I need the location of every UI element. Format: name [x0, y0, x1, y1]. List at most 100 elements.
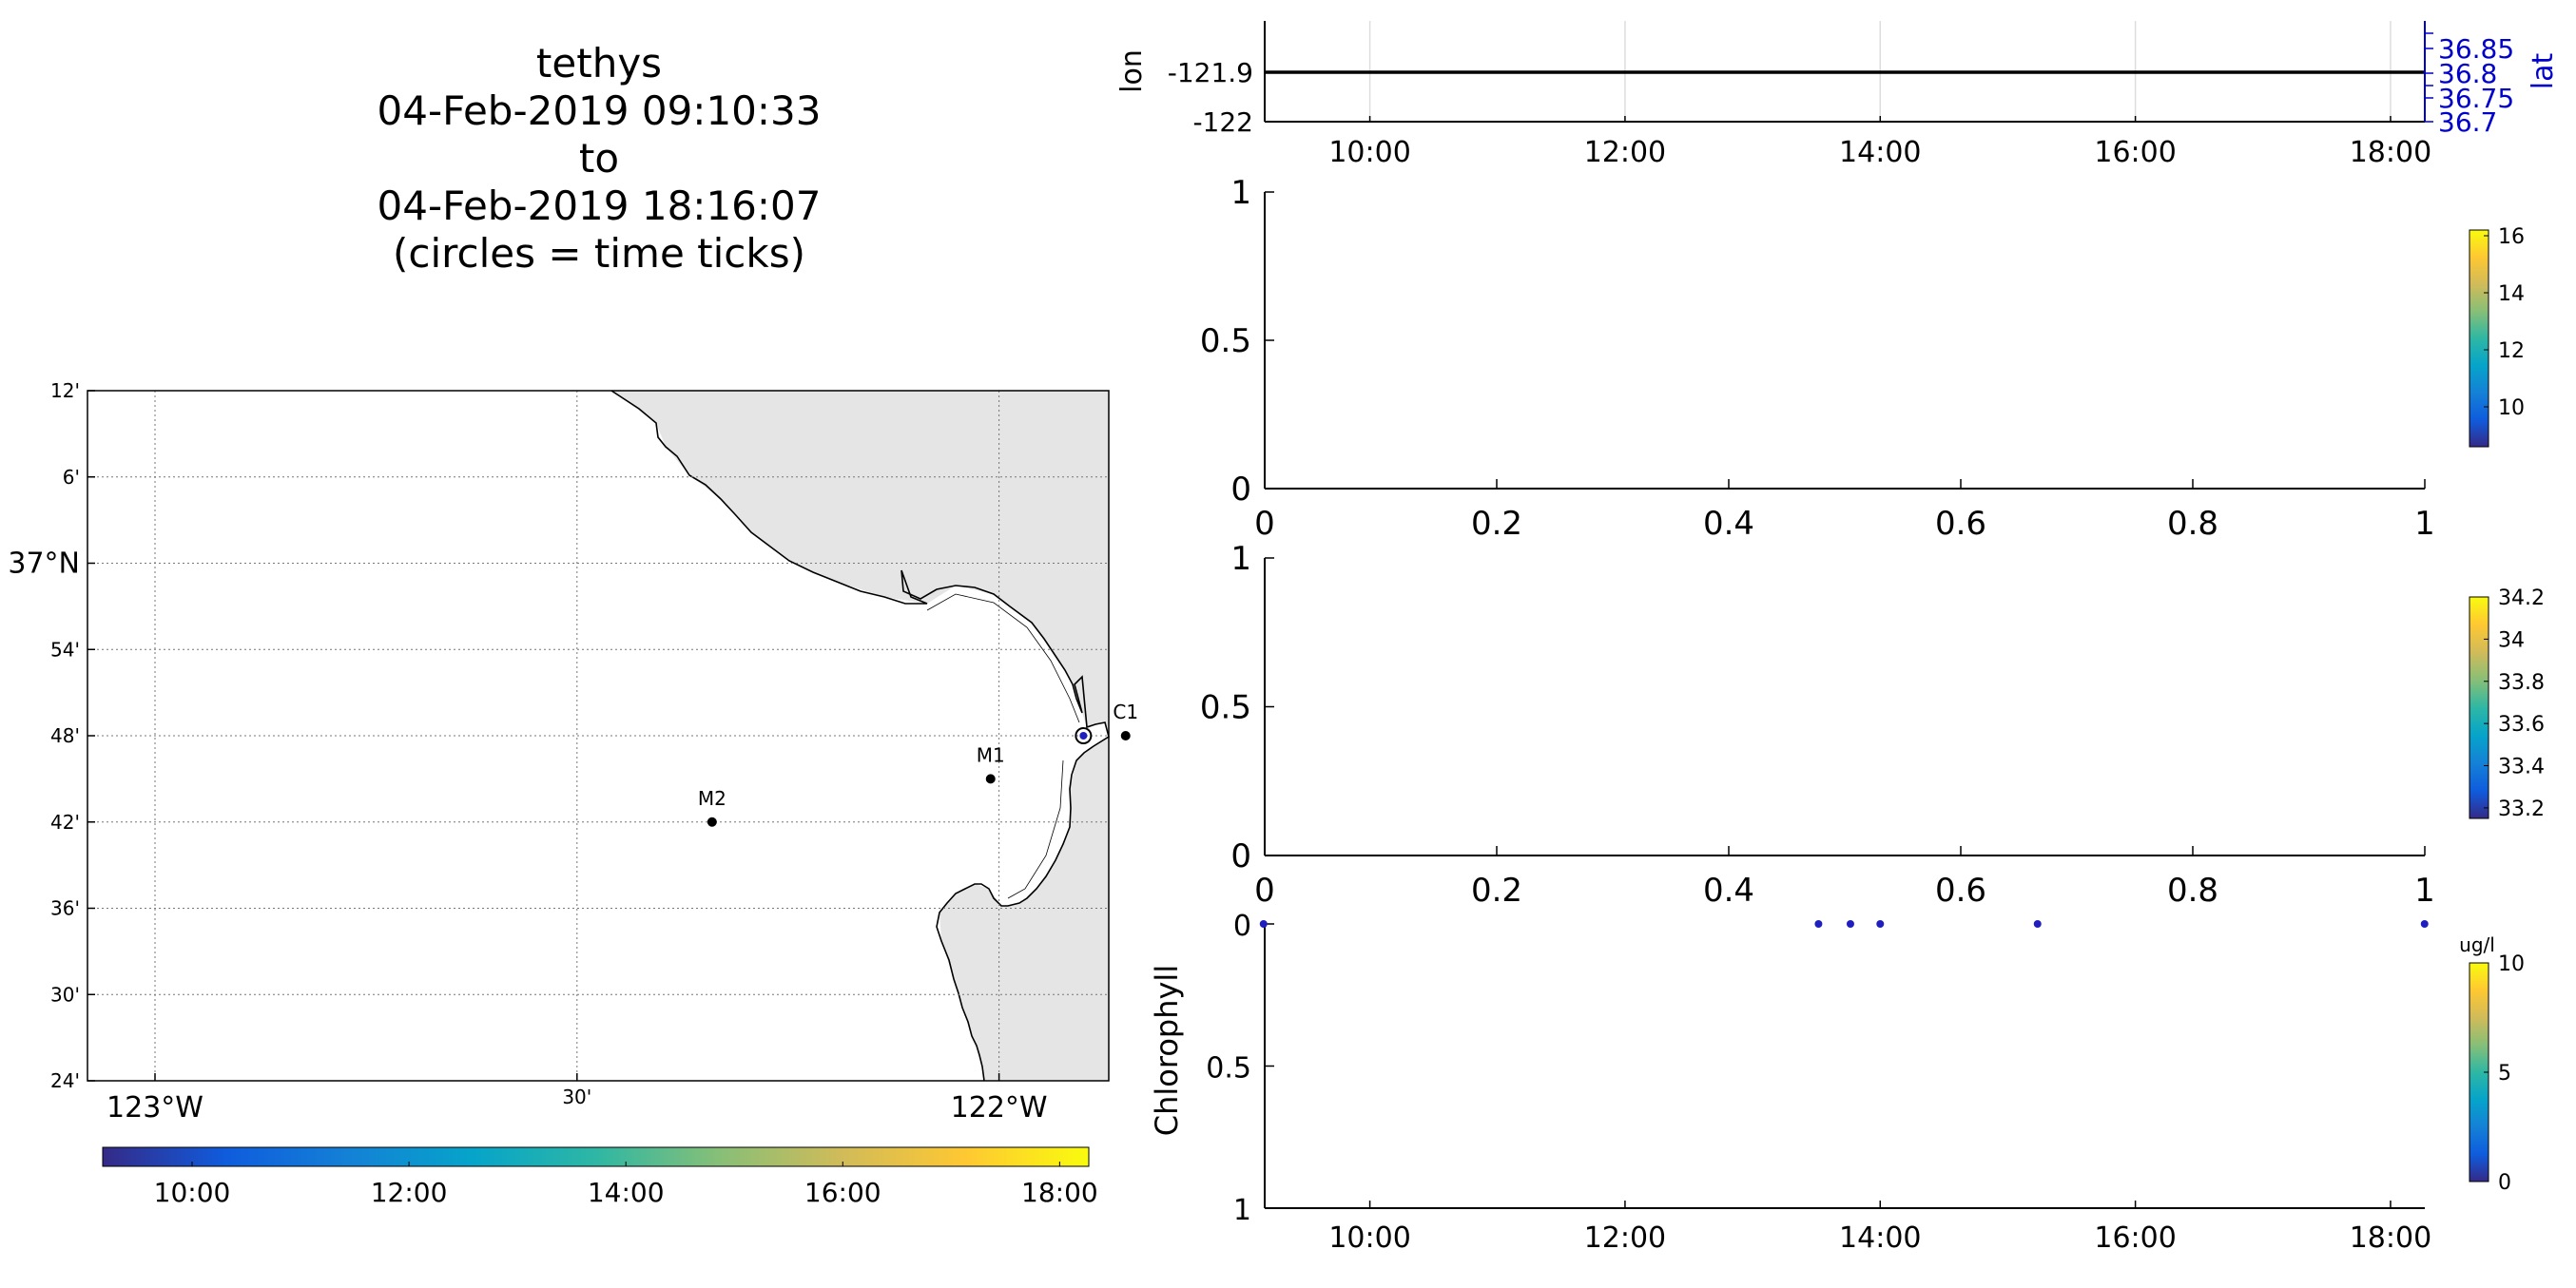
track-time-tick-circle [1075, 727, 1093, 744]
colorbar-tick-label: 16 [2498, 225, 2525, 249]
map-frame [87, 390, 1110, 1082]
lon-axis-label: lon [1115, 49, 1149, 93]
y-tick-label: 0 [1230, 471, 1251, 509]
map-grid [87, 391, 1109, 1081]
colorbar-tick-label: 14 [2498, 282, 2525, 306]
colorbar-tick-label: 33.2 [2498, 798, 2545, 821]
colorbar-tick-label: 33.8 [2498, 671, 2545, 695]
colorbar-gradient [2469, 596, 2489, 819]
lon-lat-plot: 10:00 12:00 14:00 16:00 18:00 -121.9 -122 lon 36… [1115, 21, 2560, 169]
time-tick-label: 12:00 [1584, 1221, 1666, 1255]
chlorophyll-point [1876, 920, 1885, 928]
time-colorbar-tick-label: 10:00 [154, 1177, 231, 1208]
station-marker [707, 817, 717, 827]
colorbar-tick-label: 34 [2498, 628, 2525, 652]
title-note: (circles = time ticks) [393, 230, 805, 277]
colorbar-unit-label: ug/l [2459, 933, 2495, 956]
colorbar-tick-label: 0 [2498, 1171, 2511, 1195]
time-colorbar-gradient [102, 1146, 1090, 1167]
x-tick-label: 0 [1254, 872, 1275, 910]
map-stations: C1 M1 M2 [698, 701, 1138, 827]
lat-tick-label: 36' [50, 897, 80, 920]
figure-title: tethys 04-Feb-2019 09:10:33 to 04-Feb-20… [276, 40, 922, 278]
land-polygon [611, 391, 1109, 1081]
colorbar-tick-label: 12 [2498, 339, 2525, 363]
lon-tick-label: 30' [562, 1086, 591, 1108]
x-tick-label: 0.8 [2167, 505, 2218, 543]
time-colorbar-tick-label: 12:00 [371, 1177, 448, 1208]
colorbar-tick-label: 34.2 [2498, 586, 2545, 610]
time-colorbar: 10:00 12:00 14:00 16:00 18:00 [102, 1146, 1098, 1208]
x-tick-label: 0.2 [1471, 872, 1522, 910]
track-position-marker [1079, 732, 1088, 740]
y-tick-label: 1 [1230, 174, 1251, 212]
colorbar-tick-label: 5 [2498, 1062, 2511, 1086]
title-connector: to [578, 135, 620, 182]
lon-tick-label: -122 [1192, 106, 1253, 138]
y-tick-label: 0.5 [1200, 689, 1251, 727]
y-tick-label: 0.5 [1200, 322, 1251, 360]
lat-tick-label: 30' [50, 983, 80, 1006]
station-marker [1120, 731, 1131, 740]
x-tick-label: 0.8 [2167, 872, 2218, 910]
map-axes: 12' 6' 37°N 54' 48' 42' 36' 30' 24' 123°W 30' 122°W [8, 379, 1110, 1125]
lat-tick-label: 54' [50, 638, 80, 661]
x-tick-label: 1 [2414, 505, 2435, 543]
lat-axis-label: lat [2527, 53, 2560, 90]
colorbar-tick-label: 33.4 [2498, 756, 2545, 779]
station-label: M1 [977, 743, 1005, 766]
y-tick-label: 1 [1230, 540, 1251, 578]
x-tick-label: 0 [1254, 505, 1275, 543]
time-tick-label: 12:00 [1584, 136, 1666, 169]
time-tick-label: 16:00 [2094, 1221, 2176, 1255]
y-tick-label: 0 [1233, 910, 1251, 943]
x-tick-label: 0.4 [1703, 872, 1754, 910]
lat-tick-label: 42' [50, 811, 80, 834]
time-tick-label: 18:00 [2350, 136, 2431, 169]
chlorophyll-point [1814, 920, 1823, 928]
x-tick-label: 0.6 [1935, 872, 1986, 910]
y-tick-label: 0.5 [1206, 1052, 1251, 1086]
lon-tick-label: 122°W [951, 1091, 1048, 1125]
chlorophyll-point [2420, 920, 2429, 928]
colorbar-tick-label: 33.6 [2498, 713, 2545, 737]
chlorophyll-point [1846, 920, 1854, 928]
lon-tick-label: 123°W [107, 1091, 203, 1125]
lat-tick-label: 36.8 [2438, 58, 2497, 89]
time-tick-label: 18:00 [2350, 1221, 2431, 1255]
colorbar-tick-label: 10 [2498, 396, 2525, 420]
title-platform: tethys [535, 40, 663, 87]
time-tick-label: 14:00 [1839, 1221, 1921, 1255]
lon-tick-label: -121.9 [1168, 57, 1253, 88]
chlorophyll-plot: 0 0.5 1 10:00 12:00 14:00 16:00 18:00 Chlorophyl… [1149, 910, 2525, 1255]
time-tick-label: 14:00 [1839, 136, 1921, 169]
chlorophyll-point [2033, 920, 2042, 928]
coastline-offset [926, 593, 1080, 723]
station-label: M2 [698, 787, 726, 810]
time-colorbar-tick-label: 16:00 [804, 1177, 881, 1208]
y-tick-label: 0 [1230, 837, 1251, 875]
title-start-time: 04-Feb-2019 09:10:33 [377, 87, 822, 134]
x-tick-label: 0.2 [1471, 505, 1522, 543]
lat-tick-label: 37°N [8, 548, 80, 581]
coastline-offset-south [1007, 759, 1064, 899]
x-tick-label: 0.6 [1935, 505, 1986, 543]
x-tick-label: 0.4 [1703, 505, 1754, 543]
colorbar-tick-label: 10 [2498, 952, 2525, 976]
colorbar-gradient [2469, 229, 2489, 448]
lat-tick-label: 36.75 [2438, 83, 2514, 114]
lat-tick-label: 48' [50, 724, 80, 747]
lat-tick-label: 24' [50, 1069, 80, 1092]
time-colorbar-tick-label: 14:00 [588, 1177, 665, 1208]
time-tick-label: 16:00 [2094, 136, 2176, 169]
y-tick-label: 1 [1233, 1194, 1251, 1227]
chlorophyll-point [1259, 920, 1268, 928]
time-colorbar-tick-label: 18:00 [1021, 1177, 1098, 1208]
chlorophyll-axis-label: Chlorophyll [1149, 965, 1185, 1136]
station-marker [985, 774, 996, 784]
empty-plot-2: 1 0.5 00 0.2 0.4 0.6 0.8 1 34.2 34 33.8 33.6 33.4 33.… [1200, 540, 2545, 910]
time-tick-label: 10:00 [1328, 1221, 1410, 1255]
lat-tick-label: 6' [63, 466, 80, 489]
x-tick-label: 1 [2414, 872, 2435, 910]
